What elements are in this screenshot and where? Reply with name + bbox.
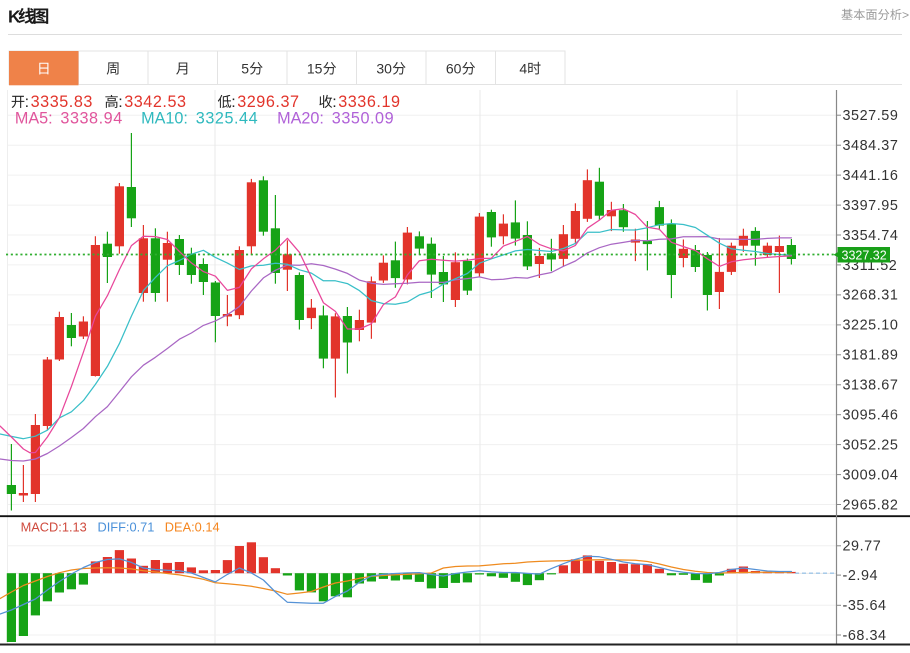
svg-text:MA5:: MA5: — [15, 109, 53, 127]
svg-text:4: 4 — [519, 61, 527, 77]
svg-text:-2.94: -2.94 — [843, 568, 879, 584]
svg-text:3336.19: 3336.19 — [338, 93, 400, 111]
svg-text:MA20:: MA20: — [277, 109, 324, 127]
svg-text:3052.25: 3052.25 — [843, 437, 899, 453]
svg-text:3138.67: 3138.67 — [843, 378, 899, 394]
svg-text:30: 30 — [376, 61, 392, 77]
svg-text:3527.59: 3527.59 — [843, 108, 899, 124]
svg-text:3268.31: 3268.31 — [843, 288, 899, 304]
svg-text:-68.34: -68.34 — [843, 628, 887, 644]
svg-text::: : — [118, 94, 122, 111]
svg-text:DIFF:0.71: DIFF:0.71 — [98, 520, 155, 535]
svg-text:3095.46: 3095.46 — [843, 408, 899, 424]
svg-text:5: 5 — [241, 61, 249, 77]
svg-text:3484.37: 3484.37 — [843, 138, 899, 154]
svg-text:3397.95: 3397.95 — [843, 198, 899, 214]
svg-text:3350.09: 3350.09 — [332, 109, 394, 127]
svg-text:MA10:: MA10: — [141, 109, 188, 127]
svg-text:3296.37: 3296.37 — [237, 93, 299, 111]
svg-text:>: > — [902, 8, 909, 22]
svg-text:3009.04: 3009.04 — [843, 467, 899, 483]
svg-text:2965.82: 2965.82 — [843, 497, 899, 513]
svg-text:15: 15 — [307, 61, 323, 77]
svg-text:3225.10: 3225.10 — [843, 318, 899, 334]
svg-text::: : — [332, 94, 336, 111]
svg-text:DEA:0.14: DEA:0.14 — [165, 520, 220, 535]
svg-text:60: 60 — [446, 61, 462, 77]
svg-text:29.77: 29.77 — [843, 539, 882, 555]
svg-text:3338.94: 3338.94 — [60, 109, 122, 127]
svg-text:3325.44: 3325.44 — [196, 109, 258, 127]
svg-text:K: K — [8, 6, 21, 26]
svg-text::: : — [231, 94, 235, 111]
svg-text:-35.64: -35.64 — [843, 598, 887, 614]
svg-text:MACD:1.13: MACD:1.13 — [21, 520, 87, 535]
svg-text:3327.32: 3327.32 — [842, 248, 887, 262]
svg-text:3335.83: 3335.83 — [31, 93, 93, 111]
svg-text:3181.89: 3181.89 — [843, 348, 899, 364]
svg-text:3441.16: 3441.16 — [843, 168, 899, 184]
svg-text:3354.74: 3354.74 — [843, 228, 899, 244]
svg-text:3342.53: 3342.53 — [124, 93, 186, 111]
svg-text::: : — [25, 94, 29, 111]
